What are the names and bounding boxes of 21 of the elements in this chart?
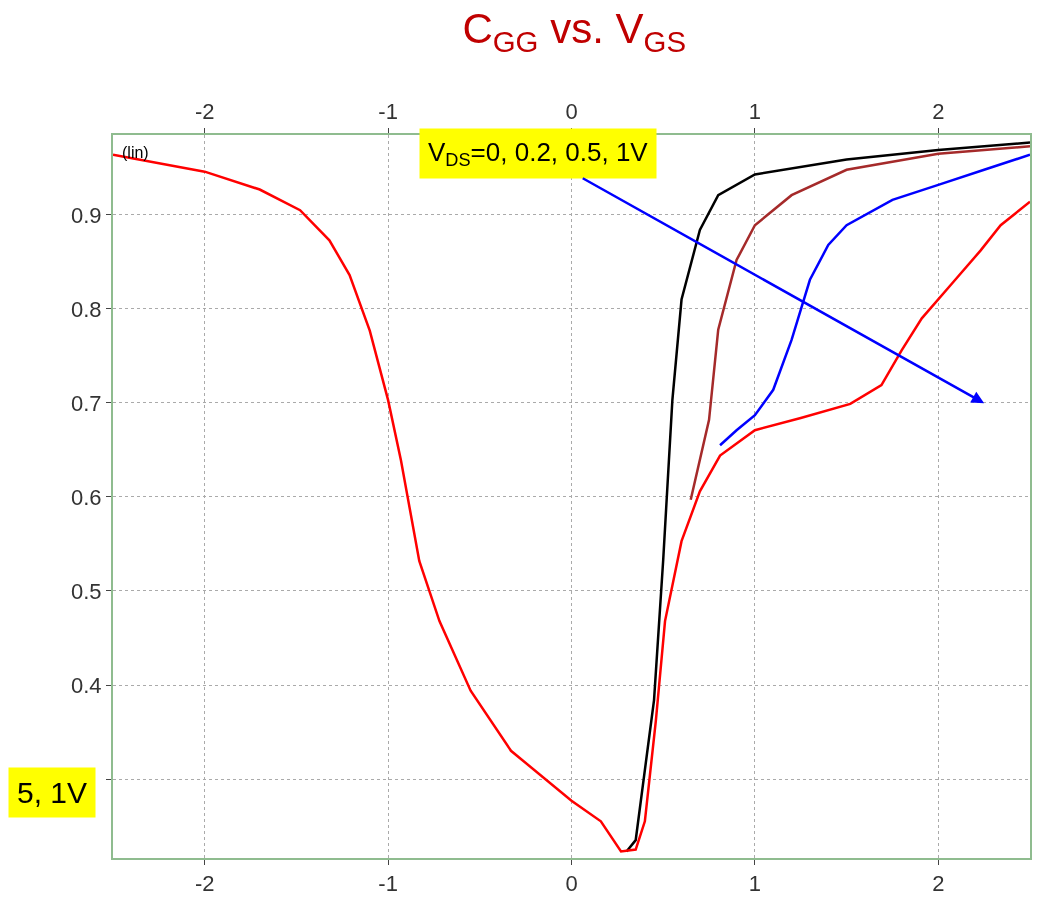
- x2-tick-label: 1: [748, 871, 762, 897]
- x-tick-label: 1: [748, 99, 762, 125]
- y-tick-label: 0.8: [71, 296, 102, 322]
- text: 5, 1V: [17, 776, 88, 809]
- x-tick-label: -2: [194, 99, 215, 125]
- x-tick-label: 0: [565, 99, 578, 125]
- y-tick-label: 0.9: [71, 202, 102, 228]
- x2-tick-label: -2: [194, 871, 215, 897]
- annotation: (lin): [122, 144, 149, 161]
- chart-title: C$_{GG}$ vs. V$_{GS}$: [462, 5, 686, 59]
- x2-tick-label: 2: [932, 871, 945, 897]
- annotation: V$_{DS}$=0, 0.2, 0.5, 1V: [428, 137, 649, 171]
- line-series: [689, 145, 1030, 502]
- x2-tick-label: -1: [378, 871, 398, 897]
- y-tick-label: 0.6: [71, 484, 102, 510]
- x-tick-label: -1: [378, 99, 398, 125]
- y-tick-label: 0.5: [71, 578, 102, 604]
- y-tick-label: 0.4: [71, 672, 102, 698]
- y-tick-label: 0.7: [71, 390, 102, 416]
- x2-tick-label: 0: [565, 871, 578, 897]
- x-tick-label: 2: [932, 99, 945, 125]
